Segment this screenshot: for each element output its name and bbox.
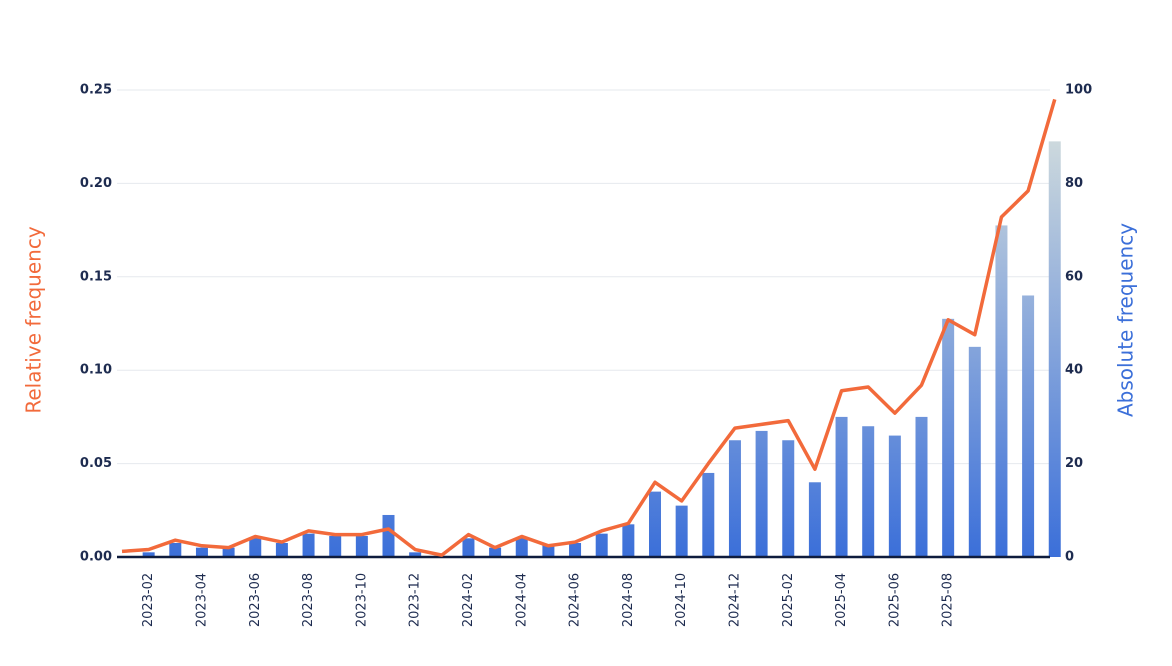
y2-tick-label: 60 [1065, 269, 1083, 284]
bar [1048, 141, 1061, 557]
x-tick-label: 2024-08 [621, 573, 636, 627]
bar [542, 545, 555, 557]
bar [968, 346, 981, 557]
bar [755, 430, 768, 557]
y2-tick-label: 80 [1065, 176, 1083, 191]
y2-tick-label: 100 [1065, 83, 1092, 98]
line [121, 98, 1057, 557]
bar [808, 482, 821, 557]
x-tick-label: 2023-06 [248, 573, 263, 627]
x-tick-label: 2024-04 [514, 573, 529, 627]
x-tick-label: 2025-06 [887, 573, 902, 627]
bar [275, 542, 288, 557]
y-axis-title: Relative frequency [22, 226, 46, 413]
bar [675, 505, 688, 557]
bar [649, 491, 661, 557]
y2-tick-label: 20 [1065, 456, 1083, 471]
bar [622, 524, 635, 557]
y-tick-label: 0.25 [80, 83, 112, 98]
y2-axis-title: Absolute frequency [1114, 223, 1138, 417]
bar [462, 538, 475, 557]
y-tick-label: 0.20 [80, 176, 112, 191]
x-tick-label: 2024-02 [461, 573, 476, 627]
x-tick-label: 2025-08 [941, 573, 956, 627]
bar [702, 472, 715, 557]
bar [1022, 295, 1035, 557]
bar [489, 547, 502, 557]
bar [942, 318, 955, 557]
x-tick-label: 2025-02 [781, 573, 796, 627]
bar [355, 535, 368, 557]
bar [728, 440, 741, 557]
bar [515, 538, 528, 557]
y-tick-label: 0.00 [80, 550, 112, 565]
bar [595, 533, 608, 557]
x-tick-label: 2023-10 [354, 573, 369, 627]
bar [569, 542, 582, 557]
y-tick-label: 0.10 [80, 363, 112, 378]
x-tick-label: 2025-04 [834, 573, 849, 627]
bar [169, 542, 182, 557]
bar [142, 552, 155, 557]
bar [835, 416, 848, 557]
bar [915, 416, 928, 557]
x-tick-label: 2023-04 [194, 573, 209, 627]
bar [409, 552, 422, 557]
y2-tick-label: 0 [1065, 550, 1074, 565]
x-tick-label: 2023-12 [408, 573, 423, 627]
x-tick-label: 2024-06 [568, 573, 583, 627]
x-tick-label: 2023-08 [301, 573, 316, 627]
bar [862, 426, 875, 557]
y-tick-label: 0.15 [80, 269, 112, 284]
y-tick-label: 0.05 [80, 456, 112, 471]
bar [302, 533, 315, 557]
bar [222, 547, 235, 557]
x-tick-label: 2024-12 [727, 573, 742, 627]
bar [249, 538, 262, 557]
bar [888, 435, 901, 557]
bar [329, 535, 342, 557]
bar [382, 514, 395, 557]
bar [995, 225, 1008, 557]
x-tick-label: 2024-10 [674, 573, 689, 627]
bar [782, 440, 795, 557]
y2-tick-label: 40 [1065, 363, 1083, 378]
x-tick-label: 2023-02 [141, 573, 156, 627]
bar [195, 547, 208, 557]
